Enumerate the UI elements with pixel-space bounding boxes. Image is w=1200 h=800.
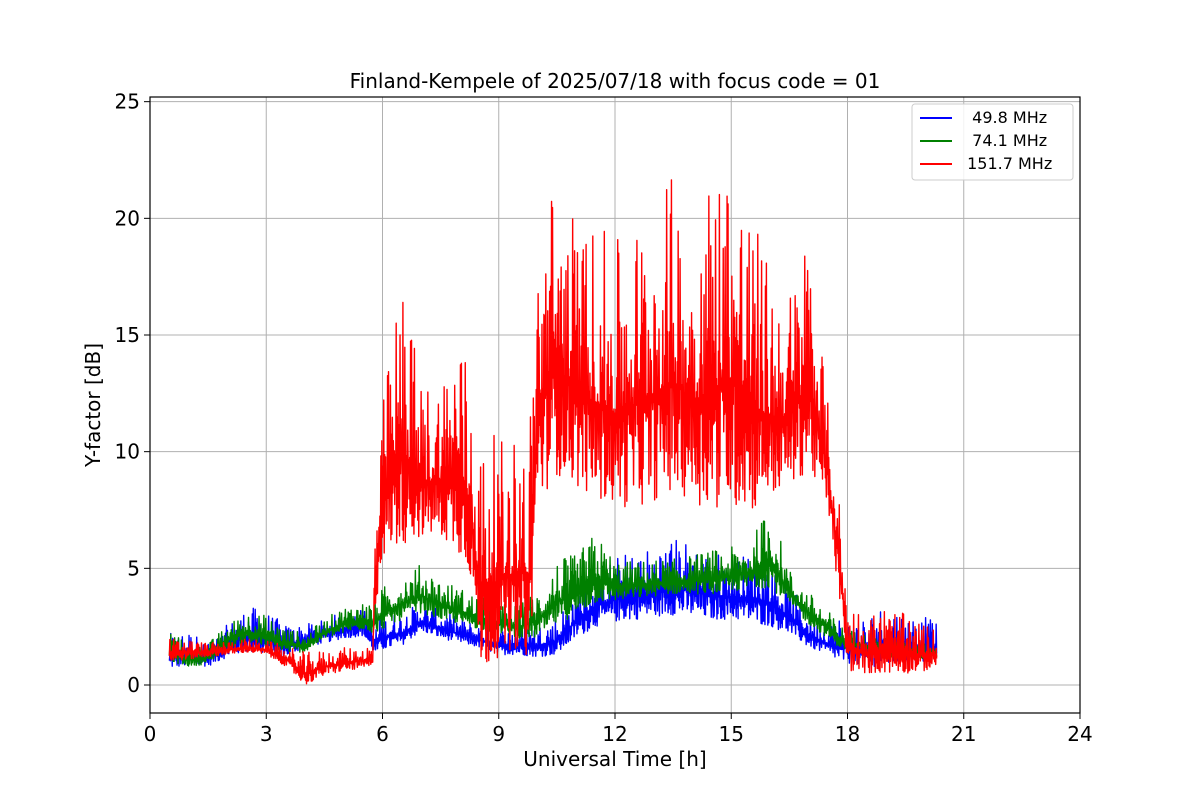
y-tick-label: 10 (115, 440, 140, 464)
legend-label-151-7: 151.7 MHz (962, 154, 1052, 173)
x-tick-label: 21 (951, 722, 976, 746)
series-line-1 (168, 520, 938, 667)
x-tick-label: 12 (602, 722, 627, 746)
legend-label-49-8: 49.8 MHz (962, 108, 1047, 127)
legend-label-74-1: 74.1 MHz (962, 131, 1047, 150)
x-tick-label: 6 (376, 722, 389, 746)
ticks: 0 3 6 9 12 15 18 21 24 0 5 10 15 20 25 (115, 90, 1093, 746)
y-tick-label: 15 (115, 323, 140, 347)
y-axis-label: Y-factor [dB] (81, 343, 105, 468)
x-tick-label: 3 (260, 722, 273, 746)
x-tick-label: 9 (492, 722, 505, 746)
legend: 49.8 MHz 74.1 MHz 151.7 MHz (911, 103, 1074, 181)
chart-title: Finland-Kempele of 2025/07/18 with focus… (350, 69, 881, 93)
x-tick-label: 18 (835, 722, 860, 746)
y-tick-label: 20 (115, 206, 140, 230)
x-tick-label: 24 (1067, 722, 1092, 746)
y-tick-label: 0 (127, 673, 140, 697)
x-tick-label: 0 (144, 722, 157, 746)
series-line-2 (168, 179, 938, 685)
legend-box (911, 103, 1074, 181)
y-tick-label: 5 (127, 556, 140, 580)
x-axis-label: Universal Time [h] (523, 747, 706, 771)
series-layer (168, 179, 938, 685)
y-tick-label: 25 (115, 90, 140, 114)
x-tick-label: 15 (719, 722, 744, 746)
